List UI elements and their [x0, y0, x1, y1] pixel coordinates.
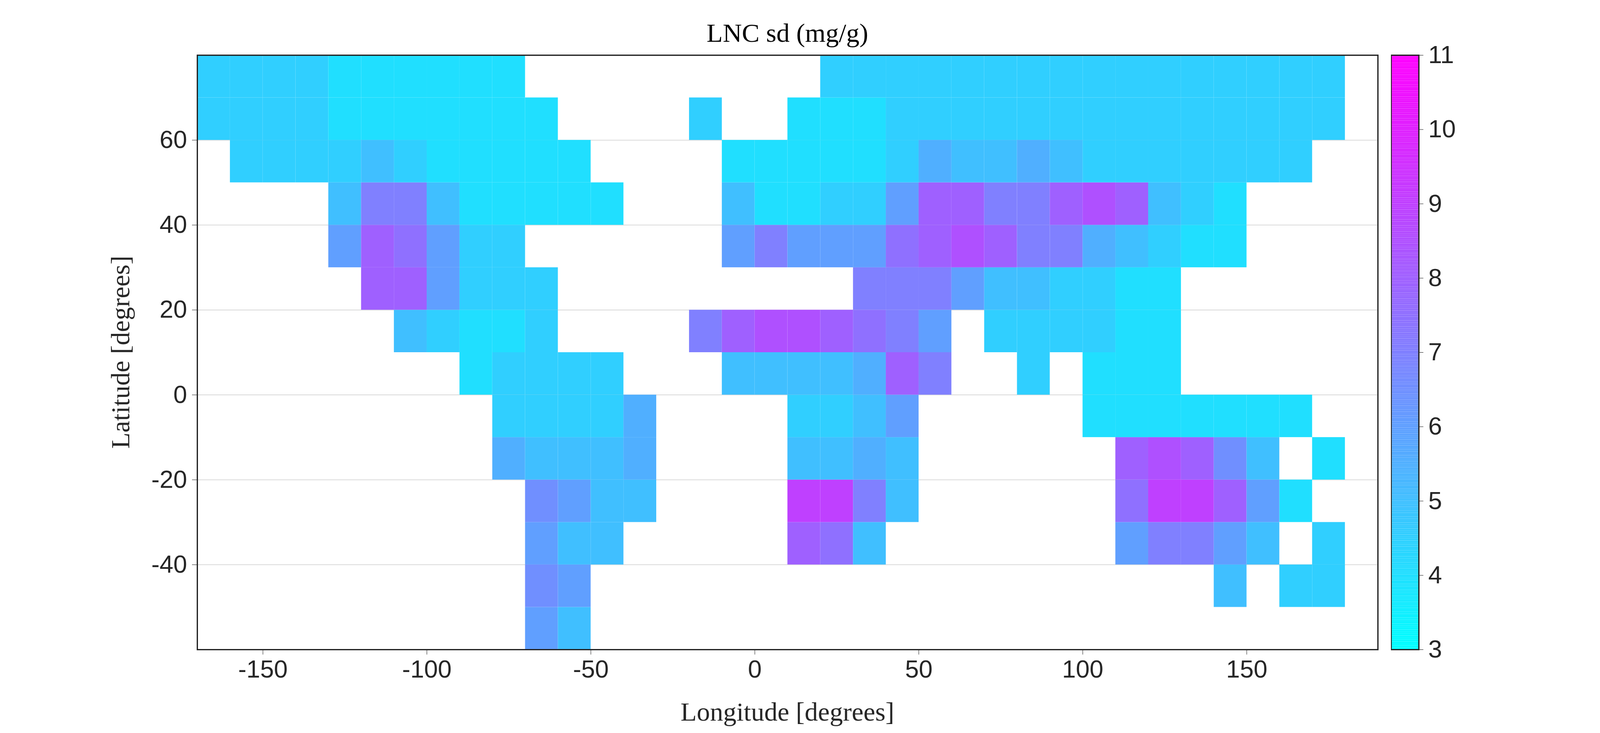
html-text:Latitude [degrees]: Latitude [degrees]	[105, 255, 135, 450]
svg-text:9: 9	[1428, 189, 1443, 218]
svg-text:-100: -100	[401, 655, 452, 684]
svg-text:-50: -50	[573, 655, 609, 684]
svg-text:4: 4	[1428, 561, 1443, 589]
svg-text:11: 11	[1428, 40, 1455, 69]
svg-text:50: 50	[904, 655, 933, 684]
svg-text:0: 0	[173, 380, 187, 409]
svg-text:60: 60	[159, 125, 188, 154]
svg-text:100: 100	[1061, 655, 1104, 684]
html-text:LNC sd (mg/g): LNC sd (mg/g)	[706, 18, 869, 48]
svg-text:3: 3	[1428, 635, 1443, 664]
svg-text:-150: -150	[238, 655, 288, 684]
svg-text:10: 10	[1428, 114, 1457, 143]
html-text:Longitude [degrees]: Longitude [degrees]	[680, 697, 895, 727]
svg-text:20: 20	[159, 295, 188, 323]
svg-text:5: 5	[1428, 486, 1443, 515]
svg-text:-40: -40	[151, 550, 188, 579]
svg-text:8: 8	[1428, 263, 1443, 292]
svg-text:150: 150	[1226, 655, 1268, 684]
svg-text:0: 0	[747, 655, 762, 684]
svg-text:-20: -20	[151, 465, 188, 494]
svg-text:40: 40	[159, 210, 188, 239]
svg-text:7: 7	[1428, 337, 1443, 366]
svg-text:6: 6	[1428, 412, 1443, 440]
